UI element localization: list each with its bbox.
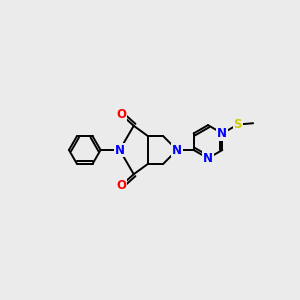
Text: O: O: [116, 108, 126, 121]
Text: N: N: [218, 127, 227, 140]
Text: N: N: [172, 143, 182, 157]
Text: O: O: [116, 179, 126, 192]
Text: N: N: [203, 152, 213, 165]
Text: N: N: [115, 143, 125, 157]
Text: S: S: [234, 118, 242, 131]
